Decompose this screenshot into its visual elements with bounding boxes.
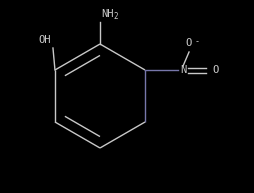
Text: -: - — [194, 37, 199, 46]
Text: 2: 2 — [113, 12, 117, 21]
Text: O: O — [211, 65, 217, 75]
Text: NH: NH — [101, 9, 113, 19]
Text: OH: OH — [39, 35, 51, 45]
Text: O: O — [184, 38, 190, 48]
Text: N: N — [179, 65, 185, 75]
